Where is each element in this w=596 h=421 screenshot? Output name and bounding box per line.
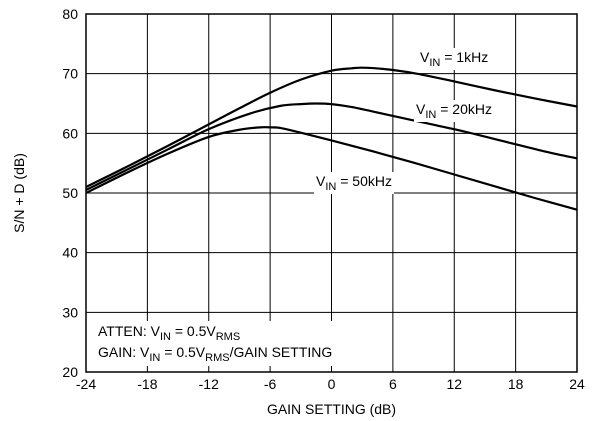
x-tick-label: 24 xyxy=(569,376,585,392)
series-line-2 xyxy=(85,126,578,211)
series-label-20khz: VIN = 20kHz xyxy=(416,101,492,121)
series-lines xyxy=(85,66,578,211)
series-label-50khz-bg xyxy=(314,172,394,194)
note-atten: ATTEN: VIN = 0.5VRMS xyxy=(98,323,240,343)
y-tick-label: 40 xyxy=(62,245,78,261)
y-tick-labels: 20 30 40 50 60 70 80 xyxy=(62,6,78,380)
series-label-1khz-bg xyxy=(418,48,491,70)
x-tick-label: -12 xyxy=(199,376,219,392)
y-tick-label: 70 xyxy=(62,66,78,82)
y-tick-label: 60 xyxy=(62,125,78,141)
x-tick-label: 12 xyxy=(446,376,462,392)
y-axis-label: S/N + D (dB) xyxy=(11,153,27,233)
series-label-20khz-bg xyxy=(414,100,494,122)
y-tick-label: 30 xyxy=(62,304,78,320)
x-tick-label: -18 xyxy=(137,376,157,392)
x-axis-label: GAIN SETTING (dB) xyxy=(267,401,396,417)
conditions-note-bg xyxy=(95,321,336,366)
x-tick-label: 18 xyxy=(508,376,524,392)
series-label-1khz: VIN = 1kHz xyxy=(420,49,488,69)
series-line-0 xyxy=(85,66,578,189)
x-tick-label: 6 xyxy=(389,376,397,392)
series-labels: VIN = 1kHz VIN = 20kHz VIN = 50kHz xyxy=(314,48,494,194)
x-tick-label: 0 xyxy=(328,376,336,392)
series-label-50khz: VIN = 50kHz xyxy=(316,173,392,193)
series-line-1 xyxy=(85,102,578,192)
y-tick-label: 50 xyxy=(62,185,78,201)
x-tick-label: -24 xyxy=(76,376,96,392)
x-tick-label: -6 xyxy=(264,376,277,392)
y-tick-label: 80 xyxy=(62,6,78,22)
conditions-note: ATTEN: VIN = 0.5VRMS GAIN: VIN = 0.5VRMS… xyxy=(95,321,336,366)
y-tick-label: 20 xyxy=(62,364,78,380)
note-gain: GAIN: VIN = 0.5VRMS/GAIN SETTING xyxy=(98,344,332,364)
x-tick-labels: -24 -18 -12 -6 0 6 12 18 24 xyxy=(76,376,585,392)
